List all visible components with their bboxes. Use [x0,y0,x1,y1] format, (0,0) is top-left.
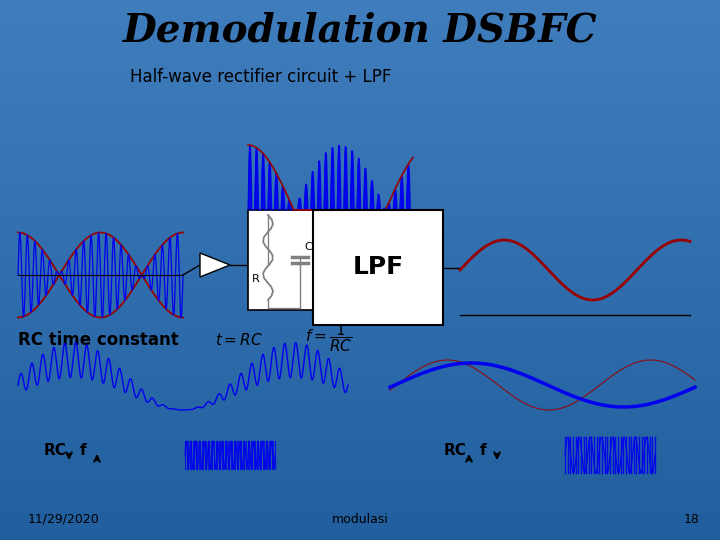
Text: $f = \dfrac{1}{RC}$: $f = \dfrac{1}{RC}$ [305,322,352,354]
Text: Half-wave rectifier circuit + LPF: Half-wave rectifier circuit + LPF [130,68,392,86]
Bar [0,296,720,306]
Bar [0,404,720,414]
Bar [0,413,720,423]
Bar [0,314,720,324]
Text: 18: 18 [684,513,700,526]
Bar [0,188,720,198]
Text: RC: RC [444,443,467,458]
Bar [0,98,720,108]
Bar [0,458,720,468]
Bar [0,359,720,369]
Bar [313,210,443,325]
Text: LPF: LPF [352,255,404,280]
Bar [0,215,720,225]
Text: f: f [80,443,86,458]
Bar [0,368,720,378]
Text: Demodulation DSBFC: Demodulation DSBFC [122,11,598,49]
Bar [0,476,720,486]
Bar [0,8,720,18]
Bar [0,71,720,81]
Bar [0,386,720,396]
Bar [0,179,720,189]
Bar [0,395,720,405]
Bar [0,242,720,252]
Bar [0,143,720,153]
Bar [0,107,720,117]
Text: f: f [480,443,486,458]
Bar [0,0,720,9]
Bar [0,305,720,315]
Bar [0,278,720,288]
Bar [0,530,720,540]
Bar [0,251,720,261]
Bar [0,62,720,72]
Bar [0,503,720,513]
Bar [0,35,720,45]
Bar [0,341,720,351]
Text: 11/29/2020: 11/29/2020 [28,513,100,526]
Bar [0,170,720,180]
Bar [0,350,720,360]
Bar [0,323,720,333]
Bar [0,440,720,450]
Bar [0,44,720,54]
Bar [0,125,720,135]
Bar [0,485,720,495]
Bar [0,512,720,522]
Bar [0,332,720,342]
Text: modulasi: modulasi [332,513,388,526]
Bar [0,233,720,243]
Bar [0,197,720,207]
Bar [0,449,720,459]
Bar [0,224,720,234]
Bar [0,431,720,441]
Text: RC: RC [44,443,66,458]
Bar [0,494,720,504]
Bar [0,161,720,171]
Text: C: C [304,242,312,252]
Bar [0,287,720,297]
Bar [0,80,720,90]
Polygon shape [200,253,230,277]
Text: R: R [252,274,260,284]
Bar [0,53,720,63]
Bar [0,260,720,270]
Bar [248,210,323,310]
Text: RC time constant: RC time constant [18,331,179,349]
Bar [0,269,720,279]
Bar [0,26,720,36]
Bar [0,521,720,531]
Bar [0,116,720,126]
Bar [0,377,720,387]
Bar [0,17,720,27]
Bar [0,206,720,216]
Bar [0,89,720,99]
Text: $t = RC$: $t = RC$ [215,332,263,348]
Bar [0,134,720,144]
Bar [0,467,720,477]
Bar [0,422,720,432]
Bar [0,152,720,162]
